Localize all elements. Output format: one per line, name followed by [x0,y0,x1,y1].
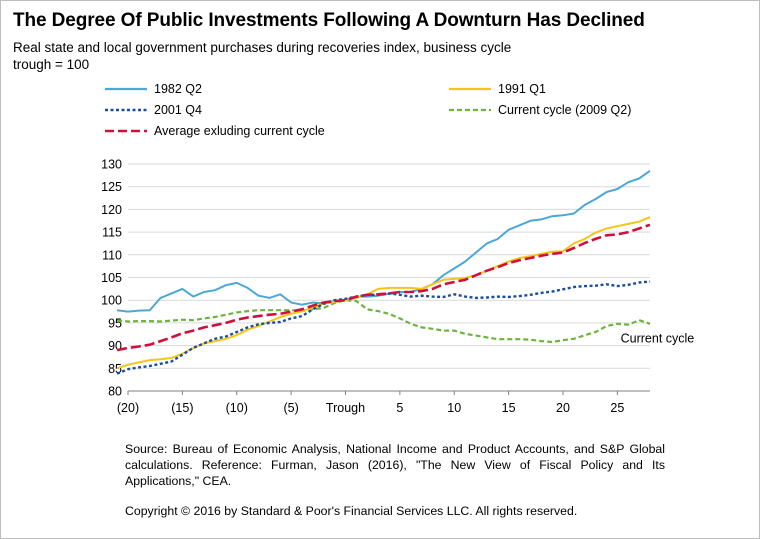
x-tick-label: 20 [556,401,570,415]
x-tick-label: (5) [283,401,298,415]
y-tick-label: 130 [101,158,122,172]
y-tick-label: 120 [101,203,122,217]
y-tick-label: 105 [101,271,122,285]
x-tick-label: (20) [117,401,139,415]
y-tick-label: 90 [108,339,122,353]
x-tick-label: Trough [326,401,365,415]
x-tick-label: 15 [502,401,516,415]
series-line-3 [117,300,650,342]
x-tick-label: 10 [447,401,461,415]
x-tick-label: (10) [226,401,248,415]
x-tick-label: 25 [610,401,624,415]
copyright-note: Copyright © 2016 by Standard & Poor's Fi… [125,504,577,518]
y-tick-label: 110 [102,248,122,262]
series-line-0 [117,171,650,312]
source-note: Source: Bureau of Economic Analysis, Nat… [125,441,665,489]
y-tick-label: 125 [101,180,122,194]
x-tick-label: (15) [171,401,193,415]
y-tick-label: 115 [102,226,122,240]
annotation-current-cycle: Current cycle [621,331,695,345]
y-tick-label: 100 [101,294,122,308]
y-tick-label: 95 [108,316,122,330]
x-tick-label: 5 [396,401,403,415]
y-tick-label: 80 [108,385,122,399]
